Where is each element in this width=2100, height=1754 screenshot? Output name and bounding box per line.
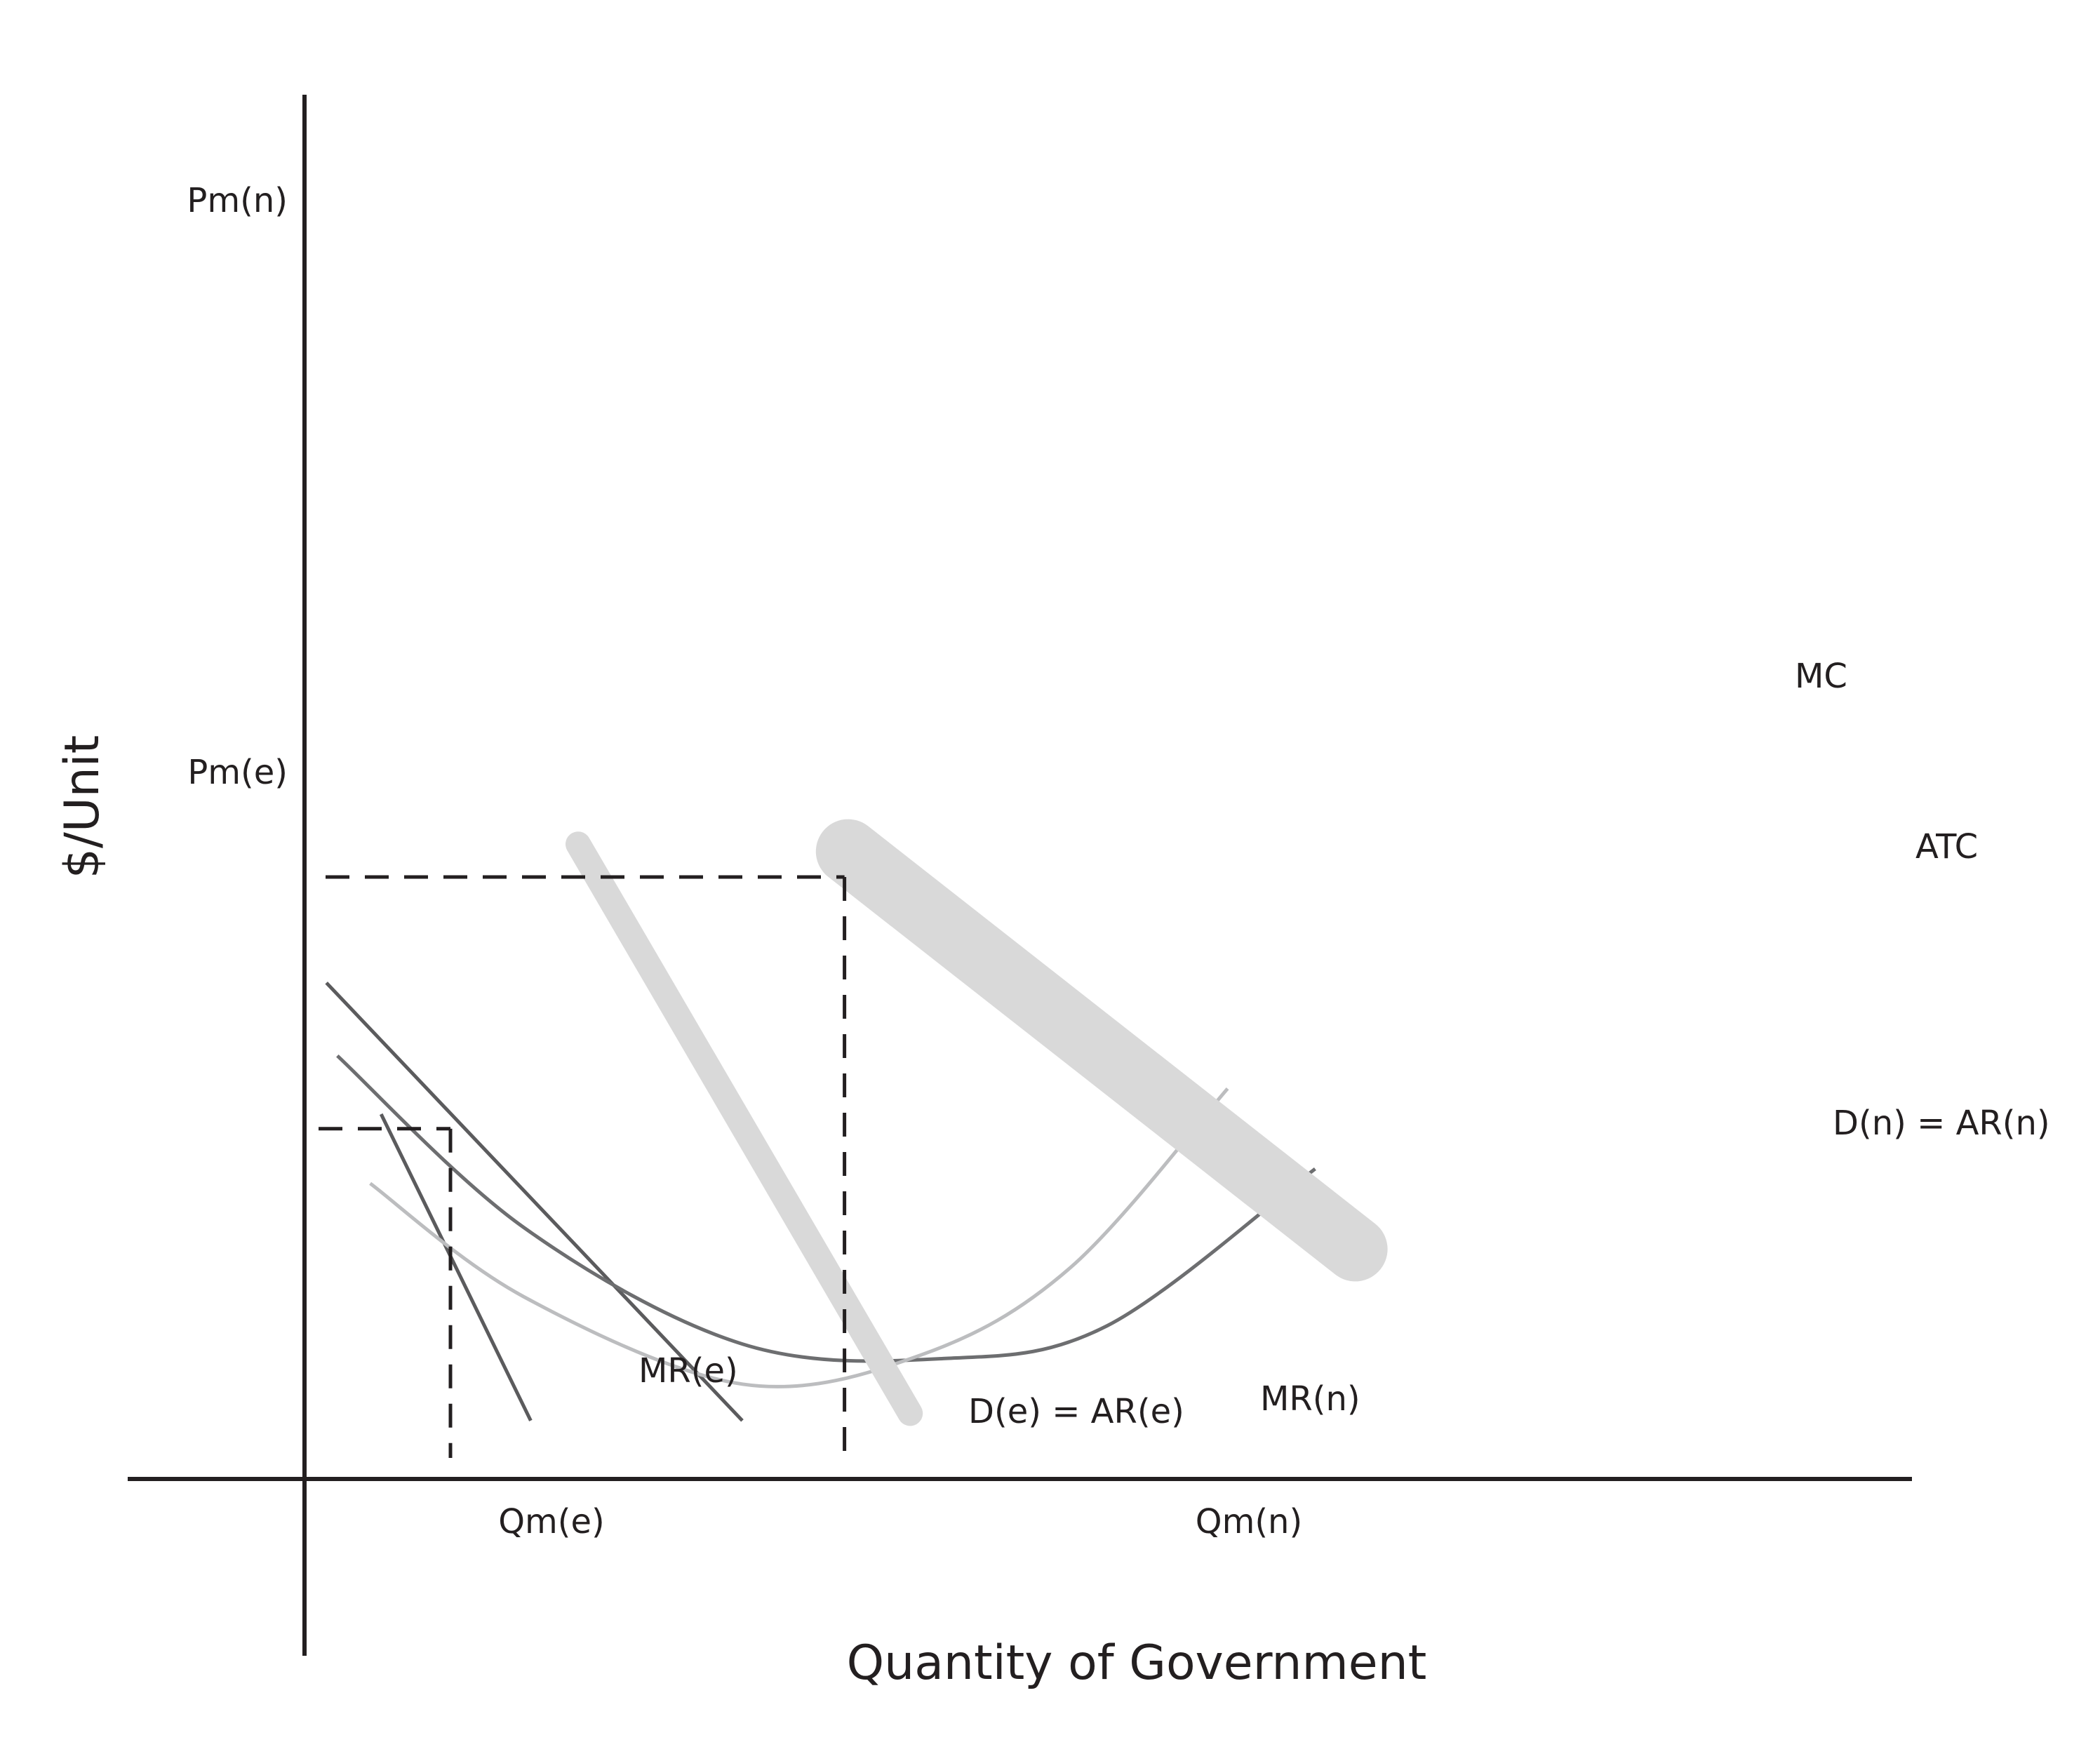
series-line-mc [369, 1087, 1229, 1388]
y-axis-title: $/Unit [55, 735, 110, 879]
series-label-mc: MC [1795, 657, 1847, 696]
series-line-atc [336, 1054, 1316, 1363]
series-line-mr-n [566, 831, 923, 1426]
series-label-atc: ATC [1915, 827, 1978, 866]
series-line-d-e-ar-e [325, 982, 744, 1422]
series-label-mr-e: MR(e) [638, 1351, 738, 1391]
x-axis-title: Quantity of Government [847, 1635, 1427, 1691]
curves-layer [325, 819, 1388, 1426]
axes-layer [128, 95, 1912, 1656]
tick-label-pm-e: Pm(e) [187, 753, 288, 792]
series-label-d-n: D(n) = AR(n) [1833, 1104, 2050, 1143]
series-line-mr-e [379, 1113, 533, 1421]
tick-label-qm-e: Qm(e) [498, 1502, 605, 1541]
tick-label-qm-n: Qm(n) [1196, 1502, 1302, 1541]
series-label-d-e: D(e) = AR(e) [968, 1392, 1184, 1431]
guide-lines-layer [319, 875, 847, 1458]
tick-label-pm-n: Pm(n) [187, 181, 288, 220]
series-label-mr-n: MR(n) [1260, 1379, 1360, 1419]
series-line-d-n-ar-n [815, 819, 1388, 1282]
